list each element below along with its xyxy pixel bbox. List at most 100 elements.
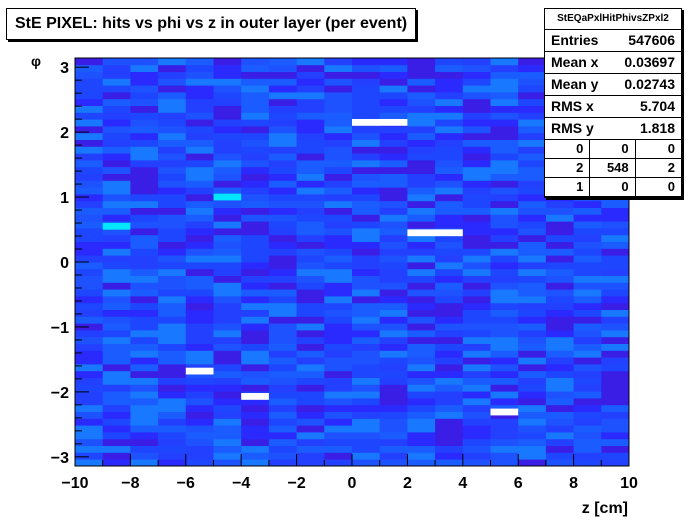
heatmap-bin	[435, 160, 464, 168]
heatmap-bin	[324, 391, 353, 399]
heatmap-bin	[352, 268, 381, 276]
heatmap-bin	[268, 214, 297, 222]
heatmap-bin	[158, 302, 187, 310]
heatmap-bin	[213, 275, 242, 283]
heatmap-bin	[75, 241, 104, 249]
heatmap-bin	[490, 166, 519, 174]
heatmap-bin	[601, 323, 630, 331]
heatmap-bin	[213, 357, 242, 365]
heatmap-bin	[241, 296, 270, 304]
heatmap-bin	[601, 459, 630, 467]
heatmap-bin	[462, 377, 491, 385]
overflow-cell: 2	[635, 159, 681, 178]
heatmap-bin	[490, 64, 519, 72]
heatmap-bin	[435, 248, 464, 256]
heatmap-bin	[185, 357, 214, 365]
heatmap-bin	[545, 241, 574, 249]
heatmap-bin	[158, 350, 187, 358]
heatmap-bin	[462, 214, 491, 222]
heatmap-bin	[75, 316, 104, 324]
heatmap-bin	[213, 391, 242, 399]
heatmap-bin	[407, 289, 436, 297]
heatmap-bin	[435, 459, 464, 467]
heatmap-bin	[379, 78, 408, 86]
heatmap-bin	[435, 78, 464, 86]
heatmap-bin	[435, 398, 464, 406]
heatmap-bin	[130, 275, 159, 283]
heatmap-bin	[102, 452, 131, 460]
heatmap-bin	[601, 404, 630, 412]
heatmap-bin	[573, 452, 602, 460]
heatmap-bin	[601, 275, 630, 283]
heatmap-bin	[407, 459, 436, 467]
heatmap-bin	[545, 445, 574, 453]
heatmap-bin	[130, 173, 159, 181]
heatmap-bin	[435, 445, 464, 453]
heatmap-bin	[601, 282, 630, 290]
heatmap-bin	[268, 166, 297, 174]
heatmap-bin	[518, 92, 547, 100]
heatmap-bin	[379, 425, 408, 433]
heatmap-bin	[352, 153, 381, 161]
heatmap-bin	[379, 289, 408, 297]
heatmap-bin	[213, 78, 242, 86]
heatmap-bin	[213, 112, 242, 120]
heatmap-bin	[75, 418, 104, 426]
heatmap-bin	[296, 418, 325, 426]
heatmap-bin	[296, 146, 325, 154]
heatmap-bin	[352, 228, 381, 236]
heatmap-bin	[241, 425, 270, 433]
heatmap-bin	[518, 228, 547, 236]
heatmap-bin	[268, 255, 297, 263]
heatmap-bin	[352, 404, 381, 412]
heatmap-bin	[158, 64, 187, 72]
heatmap-bin	[379, 309, 408, 317]
heatmap-bin	[130, 241, 159, 249]
heatmap-bin	[490, 105, 519, 113]
heatmap-bin	[352, 78, 381, 86]
heatmap-bin	[490, 370, 519, 378]
heatmap-bin	[518, 173, 547, 181]
heatmap-bin	[352, 432, 381, 440]
heatmap-bin	[185, 452, 214, 460]
heatmap-bin	[296, 296, 325, 304]
heatmap-bin	[545, 200, 574, 208]
heatmap-bin	[102, 398, 131, 406]
heatmap-bin	[462, 350, 491, 358]
heatmap-bin	[324, 248, 353, 256]
heatmap-bin	[324, 92, 353, 100]
heatmap-bin	[241, 112, 270, 120]
heatmap-bin	[130, 296, 159, 304]
heatmap-bin	[213, 425, 242, 433]
heatmap-bin	[296, 119, 325, 127]
heatmap-bin	[158, 146, 187, 154]
heatmap-bin	[102, 309, 131, 317]
heatmap-bin	[352, 323, 381, 331]
heatmap-bin	[130, 302, 159, 310]
heatmap-bin	[75, 398, 104, 406]
heatmap-bin	[490, 71, 519, 79]
heatmap-bin	[268, 350, 297, 358]
heatmap-bin	[601, 296, 630, 304]
heatmap-bin	[352, 425, 381, 433]
heatmap-bin	[601, 228, 630, 236]
heatmap-bin	[296, 58, 325, 66]
heatmap-bin	[324, 404, 353, 412]
heatmap-bin	[102, 214, 131, 222]
stats-row-mean-y: Mean y 0.02743	[545, 74, 681, 96]
heatmap-bin	[241, 350, 270, 358]
heatmap-bin	[407, 112, 436, 120]
heatmap-bin	[75, 58, 104, 66]
heatmap-bin	[379, 180, 408, 188]
heatmap-bin	[352, 384, 381, 392]
heatmap-bin	[130, 377, 159, 385]
heatmap-bin	[268, 336, 297, 344]
heatmap-bin	[241, 275, 270, 283]
heatmap-bin	[296, 105, 325, 113]
heatmap-bin	[241, 71, 270, 79]
heatmap-bin	[213, 180, 242, 188]
heatmap-bin	[213, 452, 242, 460]
heatmap-bin	[462, 180, 491, 188]
heatmap-bin	[296, 255, 325, 263]
heatmap-bin	[102, 275, 131, 283]
